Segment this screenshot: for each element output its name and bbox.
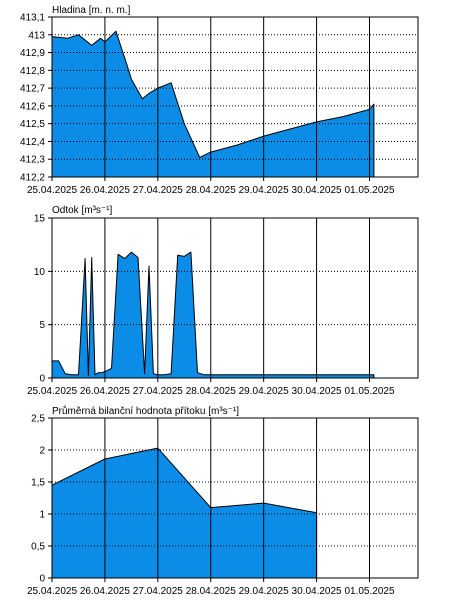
inflow-balance-xtick-label: 28.04.2025 xyxy=(186,586,236,597)
inflow-balance-ytick-label: 0,5 xyxy=(31,542,45,553)
water-level-ytick-label: 413,1 xyxy=(20,13,45,24)
inflow-balance-xtick-label: 26.04.2025 xyxy=(80,586,130,597)
outflow-series-area xyxy=(51,251,375,379)
inflow-balance-xtick-label: 29.04.2025 xyxy=(239,586,289,597)
outflow-xtick-label: 01.05.2025 xyxy=(344,386,394,397)
outflow-plot-frame xyxy=(51,217,419,379)
outflow-ytick-label: 0 xyxy=(39,374,45,385)
water-level-plot-frame xyxy=(51,16,419,178)
outflow-ytick-label: 10 xyxy=(34,267,46,278)
outflow-title: Odtok [m³s⁻¹] xyxy=(52,205,113,216)
inflow-balance-ytick-label: 2,5 xyxy=(31,414,45,425)
water-level-xtick-label: 28.04.2025 xyxy=(186,185,236,196)
inflow-balance-xtick-label: 27.04.2025 xyxy=(133,586,183,597)
outflow-xtick-label: 30.04.2025 xyxy=(292,386,342,397)
inflow-balance-ytick-label: 1,5 xyxy=(31,478,45,489)
inflow-balance-ytick-label: 0 xyxy=(39,574,45,585)
water-level-title: Hladina [m. n. m.] xyxy=(52,5,131,16)
outflow-xtick-label: 25.04.2025 xyxy=(27,386,77,397)
inflow-balance-series-area xyxy=(51,447,318,579)
water-level-ytick-label: 412,4 xyxy=(20,137,45,148)
water-level-ytick-label: 412,9 xyxy=(20,48,45,59)
water-level-ytick-label: 412,5 xyxy=(20,119,45,130)
water-level-xtick-label: 29.04.2025 xyxy=(239,185,289,196)
chart-outflow: Odtok [m³s⁻¹] 0 5 10 15 25.04.2025 26.04.2025… xyxy=(27,205,419,397)
water-level-xtick-label: 27.04.2025 xyxy=(133,185,183,196)
inflow-balance-xtick-label: 30.04.2025 xyxy=(292,586,342,597)
water-level-xtick-label: 26.04.2025 xyxy=(80,185,130,196)
water-level-ytick-label: 412,7 xyxy=(20,84,45,95)
inflow-balance-ytick-label: 1 xyxy=(39,510,45,521)
outflow-xtick-label: 26.04.2025 xyxy=(80,386,130,397)
outflow-ytick-label: 15 xyxy=(34,214,46,225)
water-level-ytick-label: 412,6 xyxy=(20,101,45,112)
water-level-ytick-label: 413 xyxy=(28,30,45,41)
inflow-balance-xtick-label: 01.05.2025 xyxy=(344,586,394,597)
water-level-xtick-label: 30.04.2025 xyxy=(292,185,342,196)
chart-water-level: Hladina [m. n. m.] 412,2 412,3 412,4 412,5 4… xyxy=(20,5,419,196)
inflow-balance-xtick-label: 25.04.2025 xyxy=(27,586,77,597)
chart-inflow-balance: Průměrná bilanční hodnota přítoku [m³s⁻¹… xyxy=(27,405,419,597)
inflow-balance-ytick-label: 2 xyxy=(39,446,45,457)
inflow-balance-plot-frame xyxy=(51,417,419,579)
outflow-xtick-label: 28.04.2025 xyxy=(186,386,236,397)
outflow-xtick-label: 27.04.2025 xyxy=(133,386,183,397)
outflow-ytick-label: 5 xyxy=(39,320,45,331)
water-level-xtick-label: 25.04.2025 xyxy=(27,185,77,196)
water-level-ytick-label: 412,2 xyxy=(20,173,45,184)
outflow-xtick-label: 29.04.2025 xyxy=(239,386,289,397)
water-level-series-area xyxy=(51,30,375,178)
water-level-ytick-label: 412,8 xyxy=(20,66,45,77)
water-level-ytick-label: 412,3 xyxy=(20,155,45,166)
inflow-balance-title: Průměrná bilanční hodnota přítoku [m³s⁻¹… xyxy=(52,405,239,417)
water-level-xtick-label: 01.05.2025 xyxy=(344,185,394,196)
